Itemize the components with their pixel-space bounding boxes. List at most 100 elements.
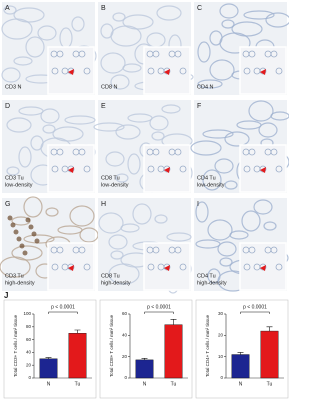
chart-frame bbox=[99, 299, 193, 399]
tissue-structure bbox=[0, 256, 31, 278]
tissue-structure bbox=[120, 223, 140, 233]
inset-cell bbox=[259, 263, 267, 271]
arrow bbox=[68, 69, 74, 75]
inset-cell bbox=[67, 165, 75, 173]
panel-caption: low-density bbox=[5, 182, 33, 188]
error-bar bbox=[45, 357, 52, 359]
panel-caption: low-density bbox=[197, 182, 225, 188]
tissue-structure bbox=[122, 63, 142, 73]
tissue-structure bbox=[253, 199, 273, 215]
y-tick-label: 0 bbox=[124, 375, 127, 380]
stain-cluster bbox=[25, 217, 31, 223]
inset-cell bbox=[51, 165, 59, 173]
tissue-structure bbox=[18, 146, 32, 168]
tissue-structure bbox=[190, 140, 222, 156]
arrow bbox=[164, 167, 170, 173]
inset-cell bbox=[56, 148, 64, 156]
tissue-structure bbox=[71, 16, 85, 32]
y-tick-label: 20 bbox=[26, 362, 32, 367]
inset-cell bbox=[275, 263, 283, 271]
inset-cell bbox=[78, 50, 86, 58]
tissue-structure bbox=[23, 234, 55, 244]
stain-cluster bbox=[28, 224, 34, 230]
x-tick-label: Tu bbox=[171, 381, 177, 387]
arrow bbox=[68, 265, 74, 271]
y-axis-title: Total CD8+ T cells / mm² tissue bbox=[109, 314, 114, 377]
inset-cell bbox=[56, 50, 64, 58]
tissue-structure bbox=[270, 111, 289, 121]
panel-caption: high-density bbox=[5, 280, 35, 286]
significance-bracket bbox=[240, 311, 270, 314]
tissue-structure bbox=[100, 52, 126, 74]
panel-label: A bbox=[5, 5, 10, 12]
x-tick-label: Tu bbox=[267, 381, 273, 387]
significance-bracket bbox=[144, 311, 174, 314]
tissue-structure bbox=[25, 36, 45, 58]
arrow bbox=[164, 69, 170, 75]
tissue-structure bbox=[3, 5, 17, 15]
panel-caption: CD8 N bbox=[101, 84, 118, 90]
tissue-structure bbox=[161, 104, 181, 114]
bar bbox=[68, 333, 87, 379]
tissue-structure bbox=[37, 25, 57, 41]
tissue-structure bbox=[112, 12, 126, 22]
tissue-structure bbox=[263, 221, 277, 231]
inset-cell bbox=[259, 67, 267, 75]
inset-cell bbox=[51, 263, 59, 271]
panel-label: F bbox=[197, 103, 201, 110]
inset-cell bbox=[147, 165, 155, 173]
inset-cell bbox=[152, 50, 160, 58]
tissue-structure bbox=[105, 151, 125, 167]
tissue-structure bbox=[23, 196, 43, 218]
y-tick-label: 10 bbox=[218, 354, 224, 359]
y-tick-label: 100 bbox=[23, 311, 31, 316]
inset-cell bbox=[163, 263, 171, 271]
inset-cell bbox=[147, 67, 155, 75]
tissue-structure bbox=[243, 10, 275, 20]
panel-label: G bbox=[5, 201, 10, 208]
x-tick-label: N bbox=[143, 381, 147, 387]
tissue-structure bbox=[93, 122, 125, 132]
inset-cell bbox=[270, 246, 278, 254]
y-tick-label: 0 bbox=[220, 375, 223, 380]
tissue-structure bbox=[110, 74, 130, 90]
chart-frame bbox=[3, 299, 97, 399]
p-value: p < 0.0001 bbox=[243, 304, 267, 310]
panel-caption: CD3 Tu bbox=[5, 175, 24, 181]
inset-cell bbox=[83, 67, 91, 75]
tissue-structure bbox=[224, 131, 250, 147]
significance-bracket bbox=[48, 311, 78, 314]
y-axis-title: Total CD3+ T cells / mm² tissue bbox=[13, 314, 18, 377]
panel-label: D bbox=[5, 103, 10, 110]
tissue-structure bbox=[98, 212, 124, 234]
inset-cell bbox=[275, 165, 283, 173]
error-bar bbox=[266, 326, 273, 332]
panel-caption: CD4 N bbox=[197, 84, 214, 90]
inset-cell bbox=[78, 148, 86, 156]
y-tick-label: 60 bbox=[26, 337, 32, 342]
tissue-structure bbox=[224, 180, 238, 190]
inset-cell bbox=[270, 50, 278, 58]
inset-cell bbox=[179, 165, 187, 173]
inset-cell bbox=[243, 263, 251, 271]
tissue-structure bbox=[217, 241, 237, 257]
error-bar bbox=[141, 357, 148, 360]
y-axis-title: Total CD4+ T cells / mm² tissue bbox=[205, 314, 210, 377]
tissue-structure bbox=[265, 12, 289, 28]
arrow bbox=[164, 265, 170, 271]
inset-cell bbox=[259, 165, 267, 173]
tissue-structure bbox=[64, 115, 96, 125]
panel-caption: low-density bbox=[101, 182, 129, 188]
tissue-structure bbox=[219, 3, 239, 19]
chart-frame bbox=[195, 299, 289, 399]
inset-cell bbox=[83, 165, 91, 173]
inset-cell bbox=[83, 263, 91, 271]
bar bbox=[231, 354, 250, 379]
inset-cell bbox=[78, 246, 86, 254]
tissue-structure bbox=[241, 210, 261, 232]
bar bbox=[135, 359, 154, 379]
tissue-structure bbox=[45, 207, 59, 217]
x-tick-label: N bbox=[239, 381, 243, 387]
